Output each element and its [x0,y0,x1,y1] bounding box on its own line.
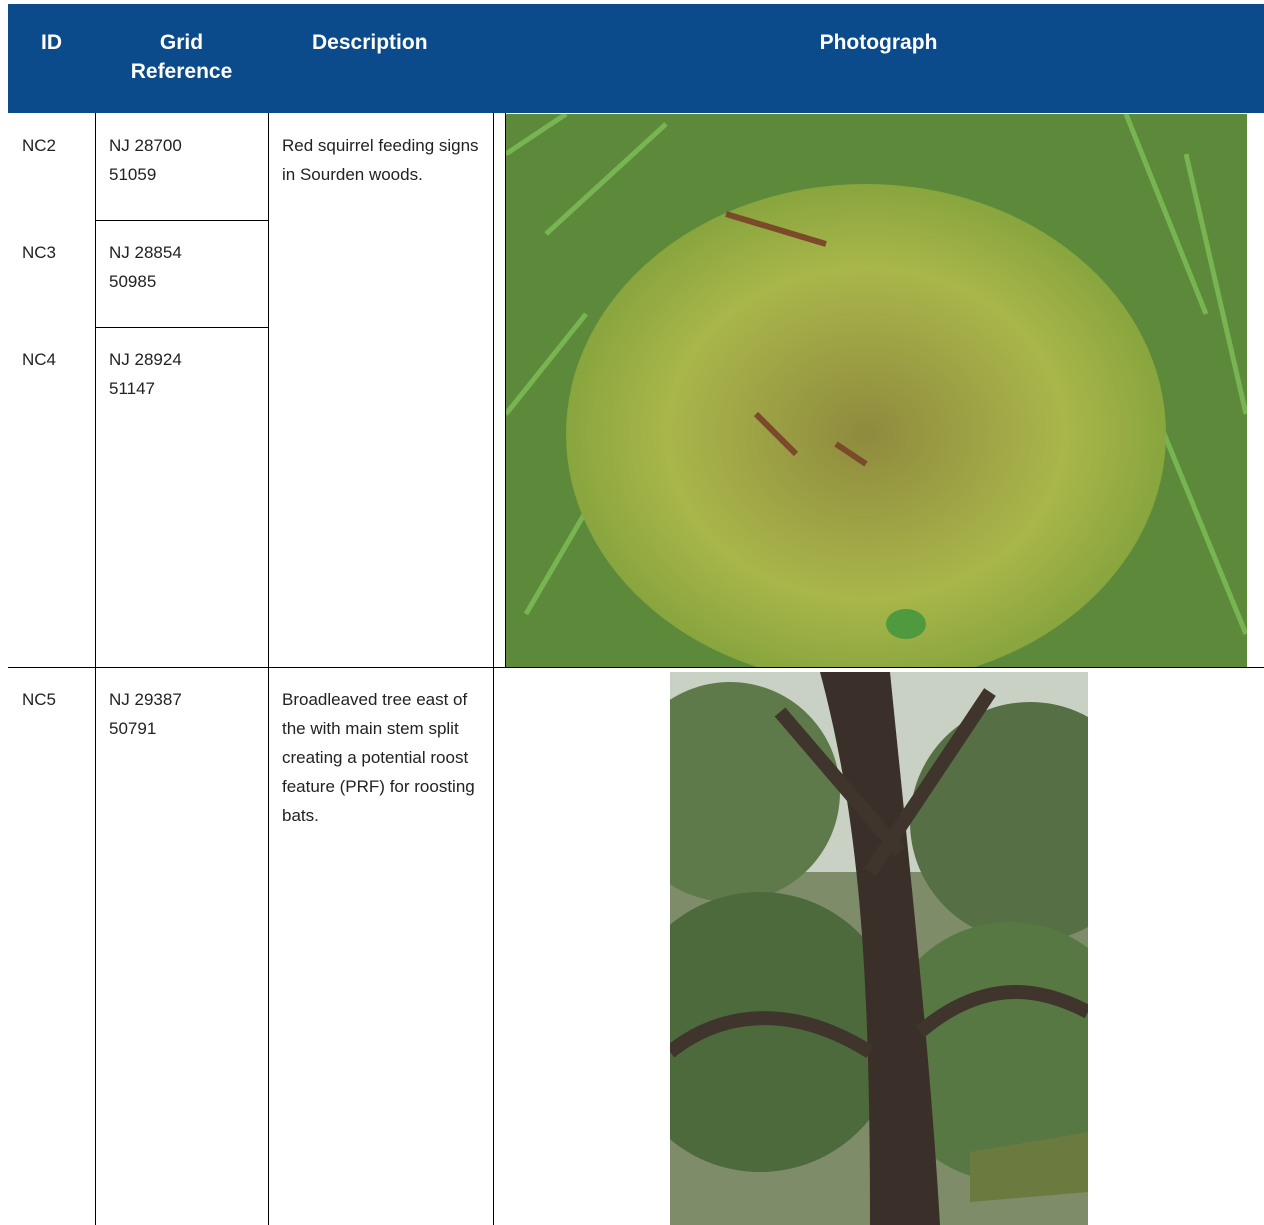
column-line [95,113,96,1225]
header-cell: Grid Reference [95,4,268,113]
header-cell: ID [8,4,95,113]
header-text: Photograph [819,31,938,54]
description-cell: Broadleaved tree east of the with main s… [282,690,475,825]
column-line [493,113,494,1225]
grid-cell: NJ 29387 50791 [109,690,182,738]
header-text: Grid Reference [130,31,233,83]
row-line [95,327,268,328]
header-text: ID [41,31,62,54]
id-cell: NC5 [22,690,57,709]
photo-moss [506,114,1247,667]
row-line [8,667,1264,668]
header-cell: Description [268,4,493,113]
header-text: Description [312,31,428,54]
grid-cell: NJ 28700 51059 [109,136,182,184]
photo-border [505,113,506,667]
row-line [95,220,268,221]
grid-cell: NJ 28924 51147 [109,350,182,398]
description-cell: Red squirrel feeding signs in Sourden wo… [282,136,479,184]
column-line [268,113,269,1225]
photo-tree [670,672,1088,1225]
grid-cell: NJ 28854 50985 [109,243,182,291]
id-cell: NC4 [22,350,57,369]
id-cell: NC3 [22,243,57,262]
id-cell: NC2 [22,136,57,155]
header-cell: Photograph [493,4,1264,113]
